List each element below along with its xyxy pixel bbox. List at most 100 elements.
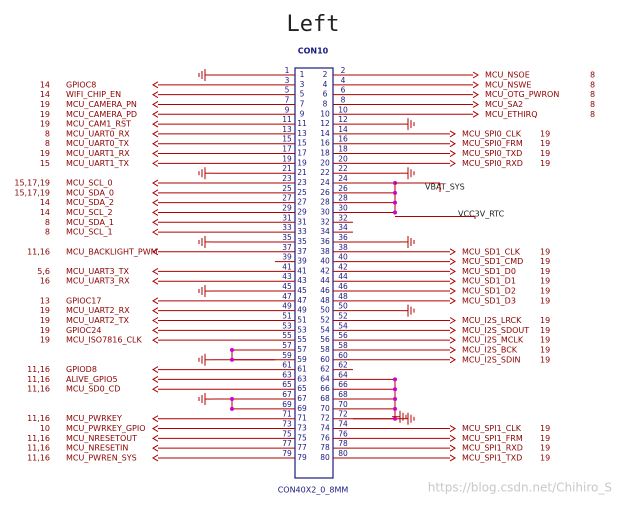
pin-number: 45 (297, 286, 307, 295)
pin-number: 73 (297, 424, 307, 433)
pin-number: 27 (282, 194, 292, 203)
pin-number: 62 (320, 365, 330, 374)
pin-number: 62 (338, 361, 348, 370)
net-port (152, 366, 159, 374)
net-port (449, 150, 456, 157)
pin-number: 57 (297, 345, 307, 354)
pin-number: 17 (297, 149, 307, 158)
pin-number: 3 (285, 76, 290, 85)
pin-number: 63 (297, 374, 307, 383)
pin-number: 38 (320, 247, 330, 256)
net-port (152, 179, 159, 187)
pin-number: 78 (320, 443, 330, 452)
pin-number: 71 (282, 410, 292, 419)
net-ref: 19 (540, 247, 550, 256)
net-ref: 11,16 (27, 375, 50, 384)
net-ref: 8 (590, 100, 595, 109)
net-label: ALIVE_GPIO5 (66, 375, 118, 384)
pin-number: 32 (338, 213, 348, 222)
net-port (152, 444, 159, 452)
net-port (449, 277, 456, 285)
pin-number: 77 (282, 439, 292, 448)
net-label: MCU_SPI0_TXD (462, 149, 522, 158)
junction (393, 387, 397, 392)
net-label: MCU_SCL_2 (66, 208, 113, 217)
pin-number: 11 (282, 115, 292, 124)
pin-number: 74 (338, 420, 348, 429)
pin-number: 36 (338, 233, 348, 242)
pin-number: 17 (282, 145, 292, 154)
pin-number: 57 (282, 341, 292, 350)
pin-number: 36 (320, 237, 330, 246)
pin-number: 50 (338, 302, 348, 311)
pin-number: 66 (320, 384, 330, 393)
net-port (152, 336, 159, 344)
net-port (152, 375, 159, 383)
pin-number: 64 (320, 374, 330, 383)
pin-number: 79 (297, 453, 307, 462)
pin-number: 55 (297, 335, 307, 344)
pin-number: 23 (297, 178, 307, 187)
pin-number: 14 (320, 129, 330, 138)
net-label: MCU_UART0_RX (66, 129, 130, 138)
net-ref: 19 (540, 316, 550, 325)
pin-number: 27 (297, 198, 307, 207)
pin-number: 65 (282, 380, 292, 389)
pin-number: 21 (297, 168, 307, 177)
net-label: MCU_SD1_D3 (462, 296, 516, 305)
pin-number: 25 (297, 188, 307, 197)
net-port (152, 248, 159, 256)
net-port (449, 258, 456, 266)
net-port (449, 140, 456, 148)
net-ref: 11,16 (27, 434, 50, 443)
net-ref: 19 (540, 149, 550, 158)
pin-number: 64 (338, 370, 348, 379)
net-label: MCU_SD0_CD (66, 385, 120, 394)
pin-number: 60 (320, 355, 330, 364)
net-label: MCU_SA2 (485, 100, 523, 109)
net-label: MCU_I2S_LRCK (462, 316, 522, 325)
net-ref: 8 (45, 139, 50, 148)
net-label: MCU_UART2_TX (66, 316, 130, 325)
pin-number: 6 (323, 90, 328, 99)
net-port (449, 297, 456, 305)
net-port (472, 110, 479, 118)
pin-number: 15 (282, 135, 292, 144)
pin-number: 76 (338, 429, 348, 438)
net-label: GPIOC24 (66, 326, 101, 335)
net-label: MCU_SCL_1 (66, 228, 113, 237)
pin-number: 51 (297, 316, 307, 325)
net-ref: 5,6 (37, 267, 50, 276)
pin-number: 53 (297, 325, 307, 334)
net-port (152, 454, 159, 462)
net-ref: 11,16 (27, 385, 50, 394)
net-label: MCU_NRESETOUT (66, 434, 137, 443)
net-label: MCU_SD1_D0 (462, 267, 516, 276)
net-label: MCU_UART3_RX (66, 277, 130, 286)
net-label: MCU_PWREN_SYS (66, 453, 137, 462)
net-label: MCU_UART2_RX (66, 306, 130, 315)
net-ref: 19 (40, 306, 50, 315)
title: Left (287, 12, 340, 37)
pin-number: 19 (282, 154, 292, 163)
net-ref: 19 (540, 326, 550, 335)
pin-number: 10 (338, 105, 348, 114)
net-port (152, 434, 159, 442)
net-label: WIFI_CHIP_EN (66, 90, 121, 99)
pin-number: 60 (338, 351, 348, 360)
pin-number: 75 (297, 433, 307, 442)
pin-number: 41 (297, 266, 307, 275)
net-port (449, 425, 456, 432)
pin-number: 69 (282, 400, 292, 409)
pin-number: 16 (338, 135, 348, 144)
pin-number: 56 (338, 331, 348, 340)
pin-number: 46 (338, 282, 348, 291)
pin-number: 59 (297, 355, 307, 364)
pin-number: 26 (320, 188, 330, 197)
pin-number: 12 (320, 119, 330, 128)
net-port (152, 326, 159, 334)
net-label: GPIOC8 (66, 80, 96, 89)
pin-number: 40 (320, 257, 330, 266)
pin-number: 55 (282, 331, 292, 340)
net-ref: 19 (540, 345, 550, 354)
